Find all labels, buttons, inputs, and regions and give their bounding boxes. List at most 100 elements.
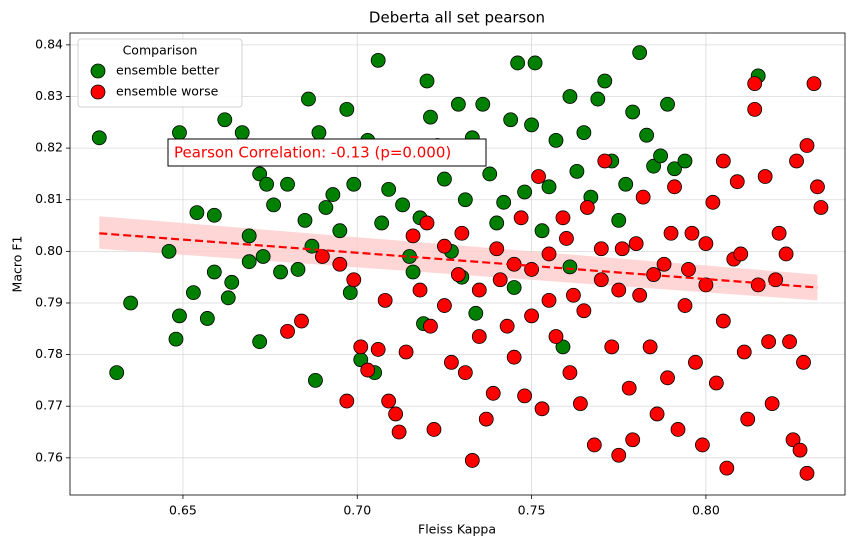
- point: [109, 365, 125, 381]
- point: [632, 287, 648, 303]
- point: [241, 228, 257, 244]
- annotation-box: [167, 138, 487, 167]
- point: [782, 334, 797, 350]
- point: [715, 313, 731, 329]
- legend-box: [77, 38, 243, 108]
- point: [747, 76, 763, 91]
- point: [241, 254, 257, 270]
- point: [548, 132, 564, 148]
- legend-marker: [90, 63, 106, 79]
- point: [566, 287, 581, 303]
- point: [695, 437, 710, 453]
- point: [593, 241, 609, 257]
- point: [423, 318, 438, 334]
- point: [405, 264, 421, 280]
- point: [771, 225, 787, 241]
- point: [562, 365, 578, 381]
- point: [541, 246, 557, 262]
- point: [681, 262, 696, 277]
- point: [524, 262, 539, 277]
- point: [186, 285, 201, 301]
- point: [454, 225, 470, 241]
- point: [506, 349, 522, 365]
- point: [764, 396, 780, 412]
- point: [370, 342, 386, 357]
- point: [663, 225, 679, 241]
- point: [649, 406, 665, 422]
- point: [168, 331, 184, 347]
- point: [161, 243, 177, 259]
- point: [339, 101, 355, 117]
- point: [381, 182, 397, 197]
- point: [412, 282, 428, 298]
- point: [660, 370, 675, 386]
- point: [342, 285, 358, 301]
- point: [604, 339, 620, 355]
- point: [524, 117, 539, 133]
- point: [510, 55, 526, 71]
- point: [224, 274, 240, 290]
- point: [374, 215, 390, 231]
- point: [301, 91, 316, 107]
- point: [635, 189, 651, 205]
- point: [91, 130, 107, 146]
- point: [297, 212, 313, 228]
- point: [503, 112, 519, 128]
- point: [729, 174, 745, 190]
- point: [576, 303, 592, 319]
- point: [632, 45, 648, 61]
- point: [234, 125, 250, 141]
- x-tick-label: 0.70: [343, 503, 371, 518]
- point: [614, 241, 630, 257]
- point: [457, 192, 473, 208]
- point: [611, 212, 627, 228]
- point: [252, 334, 268, 350]
- point: [273, 264, 288, 280]
- point: [698, 277, 714, 293]
- point: [611, 447, 627, 463]
- point: [206, 264, 222, 280]
- point: [667, 179, 682, 195]
- y-tick-label: 0.81: [35, 191, 63, 206]
- point: [437, 171, 452, 187]
- point: [789, 153, 804, 169]
- point: [471, 329, 487, 344]
- point: [670, 422, 686, 437]
- point: [708, 375, 724, 391]
- point: [559, 231, 574, 246]
- point: [555, 210, 571, 226]
- point: [506, 280, 522, 295]
- legend-label: ensemble worse: [116, 84, 219, 99]
- point: [569, 163, 585, 179]
- point: [482, 166, 498, 182]
- y-axis-label: Macro F1: [10, 236, 25, 293]
- point: [813, 200, 829, 215]
- legend-marker: [90, 84, 106, 100]
- point: [792, 442, 808, 458]
- point: [332, 223, 348, 239]
- point: [377, 292, 393, 308]
- confidence-band: [99, 216, 818, 301]
- point: [597, 153, 613, 169]
- point: [315, 249, 330, 264]
- point: [471, 282, 487, 298]
- point: [562, 259, 578, 275]
- point: [548, 329, 564, 344]
- point: [304, 238, 320, 254]
- point: [450, 96, 466, 112]
- point: [660, 96, 675, 112]
- y-tick-label: 0.80: [35, 243, 63, 258]
- point: [677, 298, 693, 313]
- legend-label: ensemble better: [116, 63, 220, 78]
- point: [388, 406, 404, 422]
- point: [625, 432, 641, 448]
- point: [381, 393, 397, 409]
- point: [796, 354, 811, 370]
- point: [360, 362, 376, 378]
- y-tick-label: 0.76: [35, 449, 63, 464]
- point: [443, 354, 459, 370]
- point: [395, 197, 410, 213]
- point: [499, 318, 515, 334]
- plot-frame: [69, 32, 846, 496]
- point: [492, 272, 508, 288]
